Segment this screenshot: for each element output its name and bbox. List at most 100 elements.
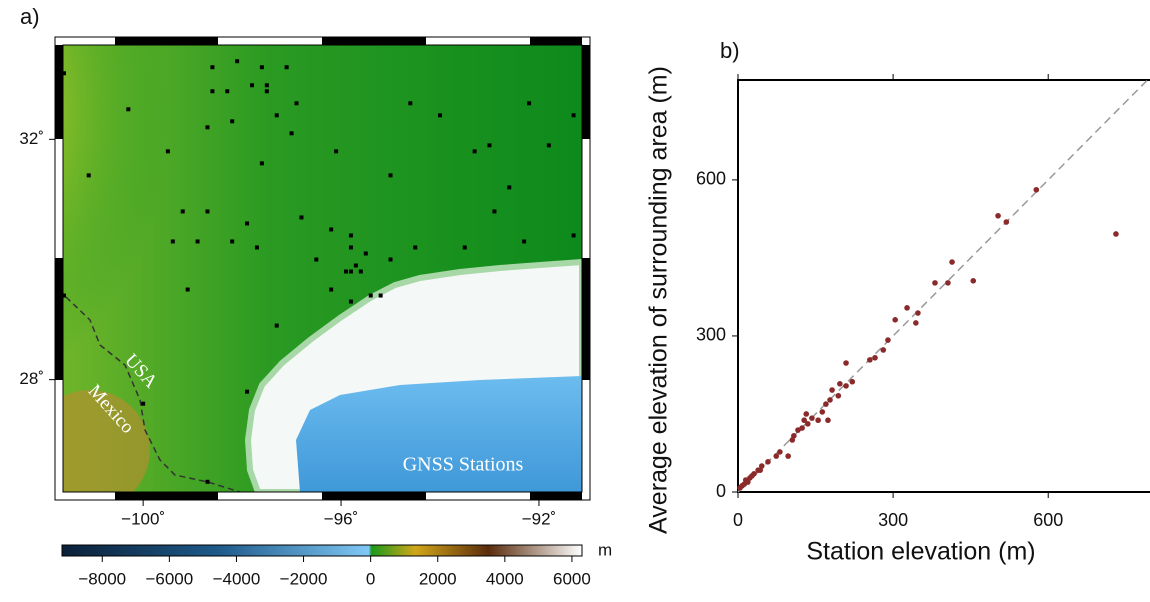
stations-label: GNSS Stations [403, 454, 524, 476]
data-point [843, 360, 849, 366]
station-marker [546, 143, 551, 148]
station-marker [329, 287, 334, 292]
data-point [803, 411, 810, 417]
data-point [809, 415, 815, 421]
station-marker [254, 245, 259, 250]
data-point [799, 425, 805, 431]
station-marker [348, 233, 353, 238]
data-point [1033, 186, 1040, 193]
station-marker [334, 149, 339, 154]
station-marker [205, 479, 210, 484]
station-marker [289, 131, 294, 136]
plot-frame [737, 79, 1150, 493]
data-point [801, 417, 807, 424]
station-marker [378, 293, 383, 298]
panel-label: b) [720, 38, 740, 63]
data-point [757, 467, 764, 473]
data-point [773, 453, 780, 459]
data-point [867, 357, 873, 363]
data-point [823, 401, 829, 407]
station-marker [413, 245, 418, 250]
station-marker [299, 215, 304, 220]
station-marker [492, 209, 497, 214]
station-marker [245, 221, 250, 226]
data-point [915, 310, 921, 316]
colorbar [61, 544, 583, 557]
station-marker [571, 113, 576, 118]
x-tick-label: 300 [878, 510, 908, 530]
station-marker [264, 89, 269, 94]
data-point [932, 280, 938, 286]
data-point [749, 473, 755, 479]
station-marker [185, 287, 190, 292]
station-marker [249, 83, 254, 88]
station-marker [205, 125, 210, 130]
station-marker [264, 83, 269, 88]
colorbar-tick-label: 6000 [553, 569, 591, 588]
data-point [945, 280, 951, 286]
y-tick-label: 32˚ [19, 129, 44, 148]
station-marker [438, 113, 443, 118]
x-tick-label: 600 [1033, 510, 1063, 530]
x-axis-label: Station elevation (m) [806, 538, 1035, 566]
station-marker [165, 149, 170, 154]
data-point [892, 317, 898, 323]
data-point [837, 380, 843, 387]
station-marker [86, 173, 91, 178]
station-marker [571, 233, 576, 238]
data-point [765, 459, 771, 465]
data-point [795, 427, 801, 433]
station-marker [195, 239, 200, 244]
station-marker [348, 269, 353, 274]
station-marker [358, 269, 363, 274]
y-axis-label: Average elevation of surrounding area (m… [645, 66, 673, 534]
station-marker [294, 101, 299, 106]
station-marker [462, 245, 467, 250]
data-point [843, 383, 849, 389]
y-tick-label: 0 [716, 481, 726, 501]
station-marker [230, 119, 235, 124]
station-marker [230, 239, 235, 244]
data-point [777, 449, 783, 455]
y-tick-label: 28˚ [19, 369, 44, 388]
data-point [1113, 231, 1119, 237]
station-marker [472, 149, 477, 154]
station-marker [274, 113, 279, 118]
station-marker [408, 101, 413, 106]
station-marker [61, 293, 66, 298]
colorbar-unit: m [598, 540, 612, 559]
station-marker [314, 257, 319, 262]
colorbar-tick-label: −8000 [78, 569, 126, 588]
station-marker [329, 227, 334, 232]
station-marker [388, 257, 393, 262]
data-point [835, 392, 842, 399]
station-marker [388, 173, 393, 178]
colorbar-tick-label: −4000 [213, 569, 261, 588]
station-marker [245, 389, 250, 394]
station-marker [353, 263, 358, 268]
station-marker [170, 239, 175, 244]
station-marker [126, 107, 131, 112]
colorbar-tick-label: −2000 [280, 569, 328, 588]
colorbar-tick-label: 0 [366, 569, 375, 588]
station-marker [348, 245, 353, 250]
x-tick-label: 0 [733, 510, 743, 530]
data-point [827, 397, 833, 403]
station-marker [235, 59, 240, 64]
station-marker [284, 65, 289, 70]
station-marker [180, 209, 185, 214]
data-point [829, 387, 835, 393]
station-marker [368, 293, 373, 298]
station-marker [61, 71, 66, 76]
station-marker [344, 269, 349, 274]
station-marker [210, 89, 215, 94]
data-point [819, 409, 826, 415]
x-tick-label: −92˚ [522, 509, 557, 528]
data-point [849, 378, 856, 385]
colorbar-tick-label: 2000 [419, 569, 457, 588]
data-point [791, 433, 797, 439]
station-marker [205, 209, 210, 214]
station-marker [487, 143, 492, 148]
x-tick-label: −96˚ [324, 509, 359, 528]
